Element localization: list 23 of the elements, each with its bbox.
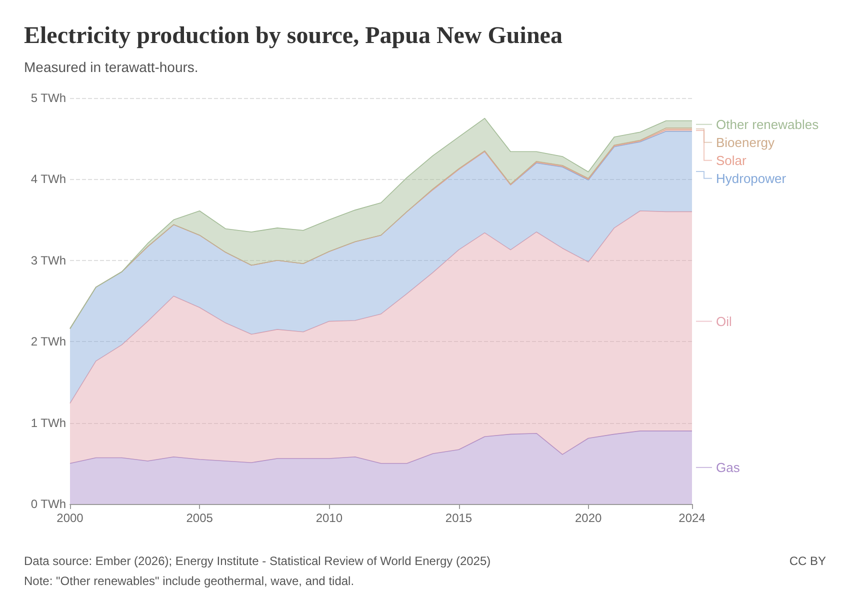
- y-tick-label: 5 TWh: [30, 91, 66, 105]
- text: Note: "Other renewables" include geothermal, wave, and tidal.: [24, 574, 354, 588]
- x-tick-label: 2010: [316, 511, 343, 525]
- x-tick-label: 2000: [56, 511, 84, 525]
- x-tick-label: 2005: [186, 511, 214, 525]
- chart-subtitle: Measured in terawatt-hours.: [24, 59, 198, 75]
- legend-label: Hydropower: [716, 170, 787, 186]
- chart-title: Electricity production by source, Papua New Guinea: [24, 23, 562, 49]
- legend-label: Gas: [716, 460, 740, 475]
- legend-label: Other renewables: [716, 116, 820, 132]
- x-tick-label: 2015: [445, 511, 472, 525]
- y-tick-label: 0 TWh: [30, 497, 66, 511]
- x-tick-label: 2020: [574, 511, 602, 525]
- y-tick-label: 2 TWh: [30, 334, 66, 349]
- legend-label: Oil: [716, 314, 732, 329]
- y-tick-label: 4 TWh: [30, 172, 66, 186]
- x-tick-label: 2024: [678, 511, 706, 525]
- y-tick-label: 3 TWh: [30, 253, 66, 268]
- text: CC BY: [789, 554, 826, 568]
- text: Solar: [716, 152, 748, 168]
- legend-label: Bioenergy: [716, 134, 776, 150]
- source-note: Data source: Ember (2026); Energy Institute - Statistical Review of World Energy (2025): [24, 554, 491, 568]
- y-tick-label: 1 TWh: [30, 416, 66, 430]
